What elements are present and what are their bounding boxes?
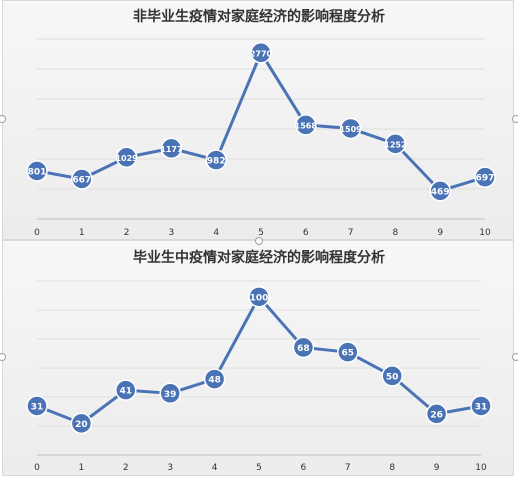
x-tick-label: 1 xyxy=(79,463,85,473)
series-line xyxy=(36,51,486,193)
data-label: 50 xyxy=(386,372,399,382)
resize-handle-right-bottom[interactable] xyxy=(512,353,518,361)
data-point xyxy=(70,412,93,435)
data-point xyxy=(381,365,403,387)
data-label: 100 xyxy=(250,293,269,303)
x-tick-label: 9 xyxy=(434,463,440,473)
x-tick-label: 2 xyxy=(123,463,129,473)
data-point xyxy=(292,336,315,359)
data-point xyxy=(115,146,138,169)
data-point xyxy=(474,166,496,188)
data-point xyxy=(295,114,317,136)
x-tick-label: 9 xyxy=(437,228,443,238)
chart-top: 非毕业生疫情对家庭经济的影响程度分析 0 1 2 3 4 5 6 7 8 9 10 801 667 1029… xyxy=(26,8,496,238)
data-label: 2770 xyxy=(250,49,273,58)
data-point xyxy=(203,368,226,390)
data-point xyxy=(159,382,181,405)
data-point xyxy=(250,42,272,64)
x-tick-label: 10 xyxy=(479,228,491,238)
x-tick-label: 3 xyxy=(169,228,175,238)
data-point xyxy=(337,341,359,363)
resize-handle-left-bottom[interactable] xyxy=(0,353,6,361)
data-label: 20 xyxy=(75,420,88,430)
chart-title: 非毕业生疫情对家庭经济的影响程度分析 xyxy=(133,8,385,25)
x-tick-label: 4 xyxy=(212,463,218,473)
data-point xyxy=(470,395,492,417)
chart-title: 毕业生中疫情对家庭经济的影响程度分析 xyxy=(133,249,385,266)
data-point xyxy=(160,137,183,160)
data-label: 1029 xyxy=(115,154,138,163)
data-label: 667 xyxy=(72,175,91,185)
data-point xyxy=(26,395,48,417)
data-label: 1568 xyxy=(295,121,318,130)
data-label: 41 xyxy=(120,387,133,397)
data-label: 31 xyxy=(31,402,44,412)
data-label: 68 xyxy=(297,344,310,354)
x-tick-label: 4 xyxy=(213,228,219,238)
x-tick-label: 0 xyxy=(34,228,40,238)
data-label: 1252 xyxy=(384,140,406,149)
x-tick-label: 5 xyxy=(258,228,264,238)
data-point xyxy=(26,160,48,182)
data-point xyxy=(248,286,270,308)
x-tick-label: 6 xyxy=(301,463,307,473)
series-line xyxy=(36,295,482,425)
data-label: 26 xyxy=(430,410,443,420)
x-tick-label: 5 xyxy=(256,463,262,473)
data-label: 39 xyxy=(164,390,177,400)
x-tick-label: 7 xyxy=(348,228,354,238)
data-point xyxy=(384,133,407,155)
data-point xyxy=(339,117,362,140)
x-tick-label: 3 xyxy=(167,463,173,473)
data-label: 1177 xyxy=(160,145,182,154)
data-point xyxy=(205,149,227,171)
data-label: 31 xyxy=(475,402,488,412)
x-tick-label: 6 xyxy=(303,228,309,238)
data-label: 469 xyxy=(431,187,450,197)
x-tick-label: 0 xyxy=(34,463,40,473)
x-tick-label: 8 xyxy=(389,463,395,473)
data-label: 1509 xyxy=(339,125,362,134)
resize-handle-right-top[interactable] xyxy=(512,115,518,123)
chart-bottom: 毕业生中疫情对家庭经济的影响程度分析 0 1 2 3 4 5 6 7 8 9 10 31 20 41 39 48… xyxy=(26,249,492,473)
resize-handle-left-top[interactable] xyxy=(0,115,6,123)
chart-panel-bottom[interactable]: 毕业生中疫情对家庭经济的影响程度分析 0 1 2 3 4 5 6 7 8 9 10 31 20 41 39 48… xyxy=(2,240,514,476)
data-label: 982 xyxy=(207,157,226,167)
chart-panel-top[interactable]: 非毕业生疫情对家庭经济的影响程度分析 0 1 2 3 4 5 6 7 8 9 10 801 667 1029… xyxy=(2,0,514,240)
data-label: 801 xyxy=(28,167,47,177)
x-tick-label: 2 xyxy=(124,228,130,238)
data-label: 48 xyxy=(208,376,221,386)
data-point xyxy=(429,180,451,202)
data-point xyxy=(71,168,93,190)
x-tick-label: 8 xyxy=(393,228,399,238)
data-label: 697 xyxy=(476,174,495,184)
x-tick-label: 10 xyxy=(475,463,487,473)
x-tick-label: 1 xyxy=(79,228,85,238)
x-tick-label: 7 xyxy=(345,463,351,473)
resize-handle-bottom-center[interactable] xyxy=(255,237,263,245)
data-point xyxy=(115,379,137,401)
data-point xyxy=(425,403,448,425)
data-label: 65 xyxy=(342,349,355,359)
